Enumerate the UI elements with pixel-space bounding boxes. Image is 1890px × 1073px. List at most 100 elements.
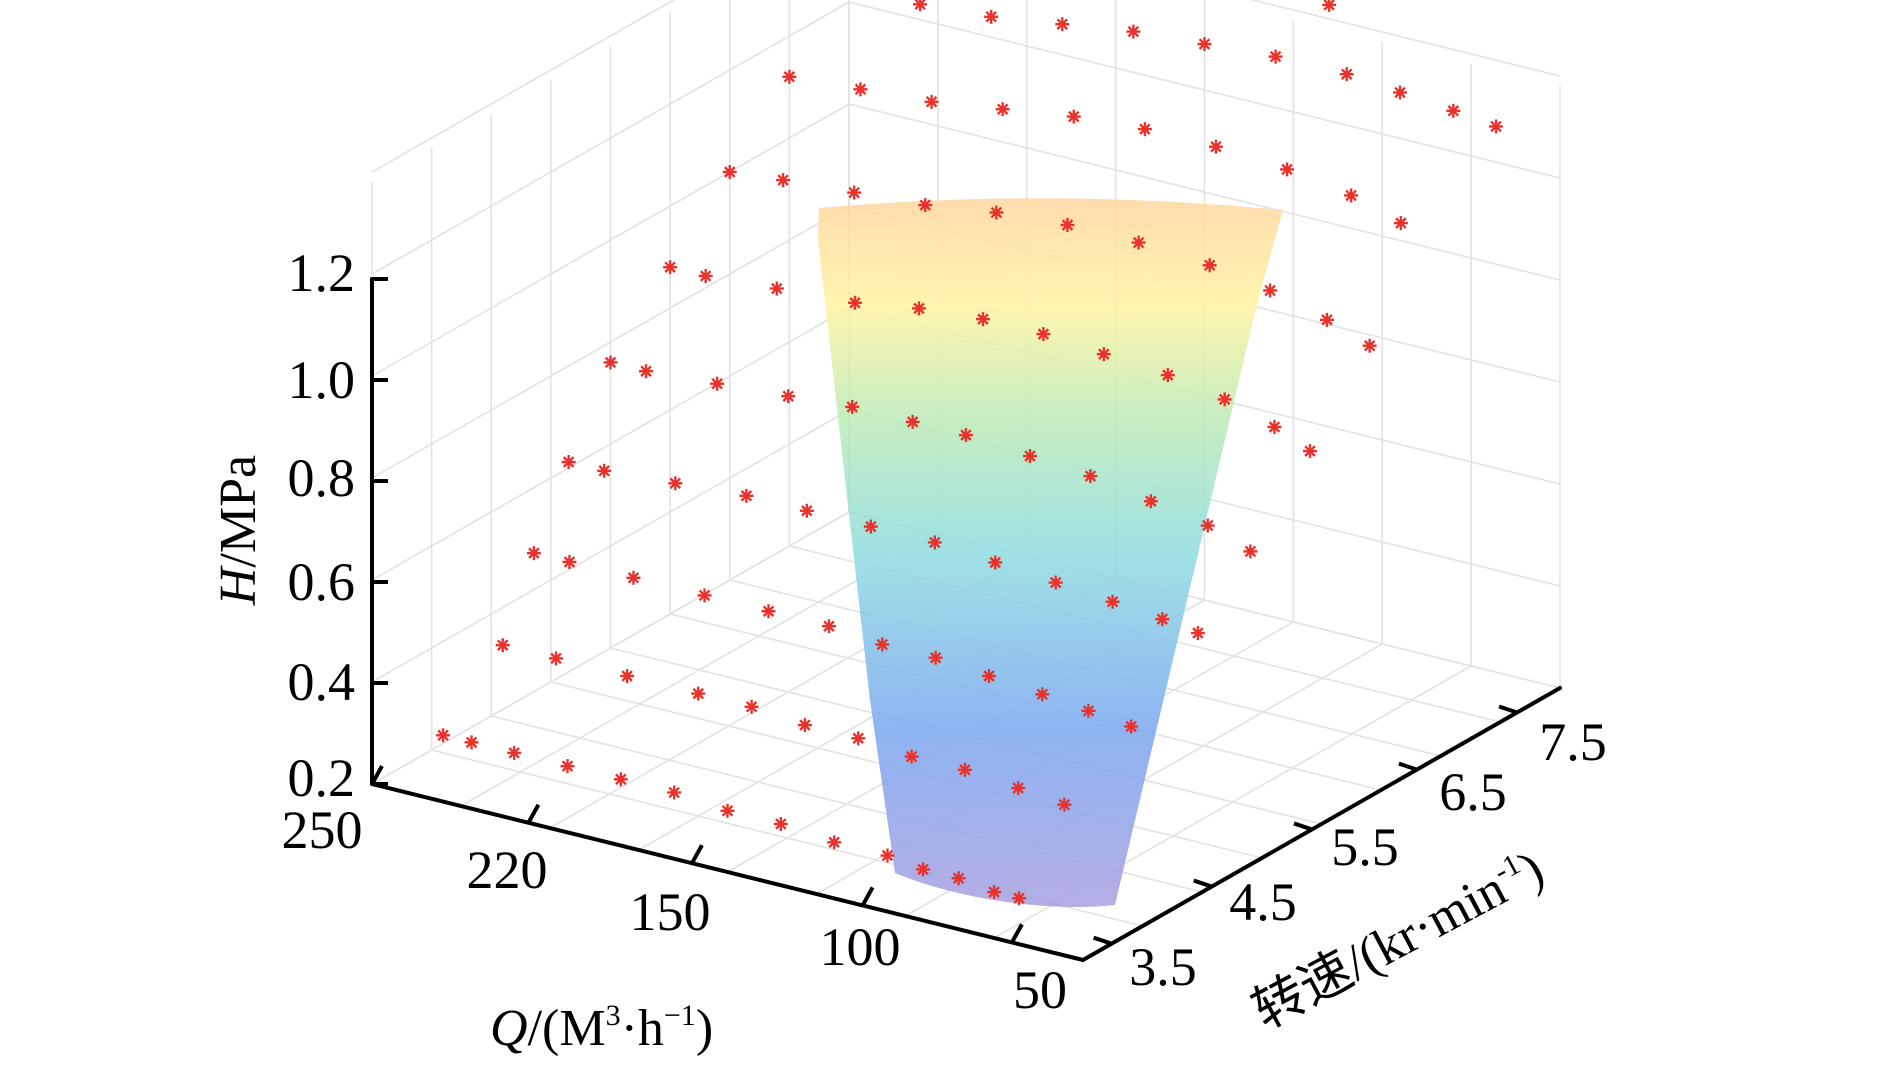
data-point (1131, 235, 1146, 250)
data-point (1126, 24, 1141, 39)
data-point (913, 0, 928, 12)
z-tick-label: 0.8 (288, 448, 356, 508)
x-tick (860, 886, 875, 907)
data-point (639, 364, 654, 379)
data-point (1105, 594, 1120, 609)
data-point (975, 312, 990, 327)
z-axis-var: H (210, 565, 267, 606)
data-point (918, 198, 933, 213)
x-tick (526, 803, 541, 824)
z-tick-label: 1.2 (288, 243, 356, 303)
data-point (851, 731, 866, 746)
data-point (697, 588, 712, 603)
y-tick (1193, 878, 1213, 889)
data-point (560, 759, 575, 774)
y-tick (1398, 761, 1418, 772)
data-point (1268, 49, 1283, 64)
data-point (526, 546, 541, 561)
data-point (1060, 218, 1075, 232)
x-axis-sup1: 3 (606, 999, 621, 1032)
x-tick (1010, 923, 1024, 944)
data-point (620, 669, 635, 683)
data-point (495, 638, 510, 653)
data-point (1243, 544, 1258, 559)
data-point (739, 488, 754, 503)
wall-grid-line (371, 511, 850, 785)
data-point (916, 862, 931, 877)
x-tick (690, 844, 704, 865)
x-axis-unit-close: ) (696, 1000, 713, 1057)
data-point (1160, 368, 1175, 383)
data-point (1489, 119, 1504, 134)
data-point (667, 785, 682, 800)
data-point (821, 619, 836, 634)
data-point (904, 749, 919, 764)
data-point (1066, 109, 1081, 124)
data-point (1055, 17, 1070, 32)
z-tick-label: 0.6 (288, 552, 356, 612)
data-point (782, 69, 797, 84)
tick-marks (370, 277, 1518, 946)
x-tick-label: 250 (282, 800, 363, 860)
y-tick-label: 6.5 (1439, 762, 1507, 822)
data-point (1036, 327, 1051, 342)
data-point (853, 82, 868, 97)
x-tick-label: 100 (820, 917, 901, 977)
data-point (549, 651, 564, 666)
data-point (951, 871, 966, 886)
data-point (668, 476, 683, 491)
data-point (995, 102, 1010, 117)
data-point (720, 803, 735, 818)
data-point (847, 185, 862, 200)
data-point (927, 535, 942, 550)
data-point (1393, 85, 1408, 100)
x-tick-labels: 250 220 150 100 50 (282, 800, 1068, 1020)
data-point (1208, 139, 1223, 154)
data-point (863, 519, 878, 534)
data-point (880, 848, 895, 863)
z-tick-label: 0.4 (288, 652, 356, 712)
data-point (1048, 575, 1063, 590)
data-point (603, 355, 618, 370)
data-point (1083, 469, 1098, 484)
x-axis-unit-open: /(M (528, 1000, 606, 1057)
wall-grid-line (1249, 0, 1561, 77)
z-tick-label: 1.0 (288, 350, 356, 410)
x-tick-label: 150 (630, 882, 711, 942)
data-point (984, 9, 999, 24)
y-tick-label: 5.5 (1331, 817, 1399, 877)
data-point (507, 745, 522, 760)
x-tick (370, 765, 384, 785)
data-point (1344, 188, 1359, 203)
data-point (1012, 891, 1027, 906)
y-tick-labels: 3.5 4.5 5.5 6.5 7.5 (1129, 712, 1607, 997)
data-point (827, 835, 842, 850)
wall-grid-line (848, 103, 1561, 281)
data-point (1081, 703, 1096, 718)
y-tick-label: 3.5 (1129, 937, 1197, 997)
data-point (776, 173, 791, 188)
y-axis-line (1081, 686, 1562, 962)
axes (370, 277, 1562, 962)
data-point (613, 772, 628, 787)
data-point (989, 205, 1004, 220)
wall-grid-line (848, 1, 1561, 179)
data-point (1035, 687, 1050, 702)
data-point (1303, 444, 1318, 459)
data-point (1202, 258, 1217, 273)
data-point (562, 554, 577, 569)
data-point (988, 555, 1003, 570)
x-axis-sup2: −1 (664, 999, 696, 1032)
data-point (597, 463, 612, 478)
data-point (1200, 518, 1215, 533)
y-tick (1092, 935, 1113, 946)
data-point (722, 165, 737, 179)
data-point (911, 301, 926, 316)
data-point (1217, 392, 1232, 407)
data-point (797, 718, 812, 733)
wall-grid-line (371, 307, 850, 581)
wall-grid-line (371, 409, 850, 683)
data-point (626, 570, 641, 585)
x-tick-label: 50 (1013, 960, 1067, 1020)
